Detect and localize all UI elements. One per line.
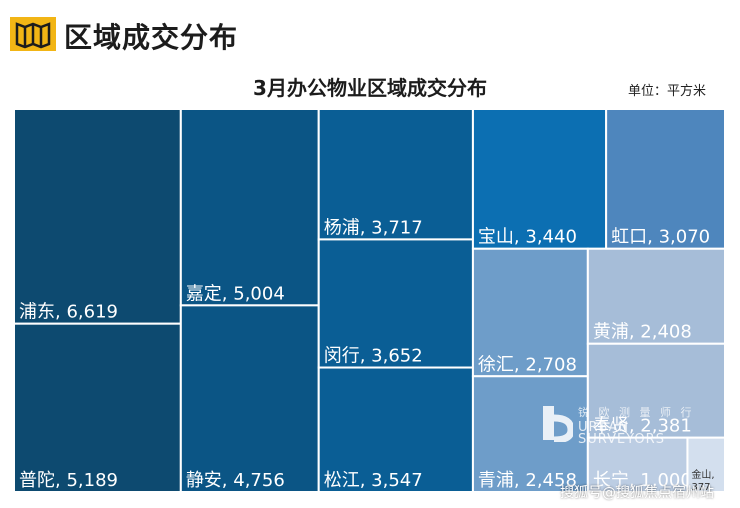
treemap-label: 金山, 377 xyxy=(691,468,714,493)
treemap-cell-金山: 金山, 377 xyxy=(686,436,726,493)
treemap-cell-普陀: 普陀, 5,189 xyxy=(13,322,182,493)
watermark-logo-icon xyxy=(543,406,573,442)
treemap-label: 虹口, 3,070 xyxy=(611,227,710,248)
treemap-label: 宝山, 3,440 xyxy=(478,227,577,248)
treemap-label: 闵行, 3,652 xyxy=(324,346,423,367)
treemap-cell-静安: 静安, 4,756 xyxy=(179,304,320,494)
treemap-cell-杨浦: 杨浦, 3,717 xyxy=(317,108,474,241)
treemap-cell-黄浦: 黄浦, 2,408 xyxy=(586,247,726,345)
treemap-label: 青浦, 2,458 xyxy=(478,470,577,491)
treemap-rect xyxy=(317,366,474,493)
treemap-rect xyxy=(586,342,726,439)
treemap-rect xyxy=(179,304,320,494)
treemap-rect xyxy=(13,108,182,325)
treemap-cell-嘉定: 嘉定, 5,004 xyxy=(179,108,320,307)
treemap-label: 奉贤, 2,381 xyxy=(593,416,692,437)
treemap-rect xyxy=(686,436,726,493)
treemap-label: 浦东, 6,619 xyxy=(19,302,118,323)
treemap-label: 黄浦, 2,408 xyxy=(593,322,692,343)
treemap-cell-宝山: 宝山, 3,440 xyxy=(471,108,608,250)
treemap-cell-虹口: 虹口, 3,070 xyxy=(605,108,727,250)
watermark-text-urban: URBAN xyxy=(578,420,630,435)
treemap-rect xyxy=(471,247,589,378)
chart-title: 3月办公物业区域成交分布 xyxy=(253,76,487,100)
treemap-cell-浦东: 浦东, 6,619 xyxy=(13,108,182,325)
treemap-rect xyxy=(317,238,474,369)
watermark-text-surveyors: SURVEYORS xyxy=(578,432,665,447)
unit-label: 单位：平方米 xyxy=(627,84,706,99)
watermark-credit: 搜狐号@搜狐焦点宿州站 xyxy=(560,485,714,501)
treemap-rect xyxy=(13,322,182,493)
treemap-label: 松江, 3,547 xyxy=(324,470,423,491)
treemap-label: 嘉定, 5,004 xyxy=(186,283,285,304)
map-icon xyxy=(10,17,56,51)
treemap-rect xyxy=(605,108,727,250)
watermark-text-cn: 锐 欧 测 量 师 行 xyxy=(578,406,695,419)
treemap-cell-闵行: 闵行, 3,652 xyxy=(317,238,474,369)
treemap-cell-松江: 松江, 3,547 xyxy=(317,366,474,493)
treemap-rect xyxy=(586,247,726,345)
treemap-label: 长宁, 1,000 xyxy=(593,470,692,491)
treemap-cell-奉贤: 奉贤, 2,381 xyxy=(586,342,726,439)
treemap-cell-徐汇: 徐汇, 2,708 xyxy=(471,247,589,378)
treemap-label: 杨浦, 3,717 xyxy=(324,217,423,238)
page-title: 区域成交分布 xyxy=(64,21,239,54)
treemap-rect xyxy=(179,108,320,307)
treemap-label: 静安, 4,756 xyxy=(186,470,285,491)
treemap-label: 徐汇, 2,708 xyxy=(478,354,577,375)
treemap-label: 普陀, 5,189 xyxy=(19,470,118,491)
treemap-rect xyxy=(317,108,474,241)
treemap-cell-长宁: 长宁, 1,000 xyxy=(586,436,692,493)
